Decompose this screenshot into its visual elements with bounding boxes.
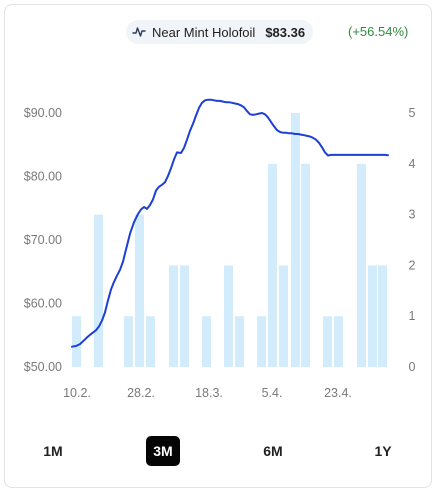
line-chart-icon: [132, 27, 146, 37]
volume-bar: [323, 316, 332, 367]
volume-bar: [180, 265, 189, 367]
x-tick-label: 28.2.: [127, 386, 155, 400]
price-chart: $50.00 $60.00 $70.00 $80.00 $90.00 0 1 2 3 4 5 10…: [24, 98, 416, 400]
volume-bar: [378, 265, 387, 367]
y-left-tick-label: $70.00: [24, 233, 62, 247]
x-tick-label: 10.2.: [63, 386, 91, 400]
y-right-tick-label: 4: [409, 157, 416, 171]
volume-bar: [169, 265, 178, 367]
current-price: $83.36: [265, 24, 306, 40]
x-tick-label: 18.3.: [195, 386, 223, 400]
x-axis: 10.2. 28.2. 18.3. 5.4. 23.4.: [63, 386, 352, 400]
volume-bar: [291, 113, 300, 367]
period-button-6m[interactable]: 6M: [254, 436, 292, 466]
volume-bar: [334, 316, 343, 367]
x-tick-label: 5.4.: [262, 386, 283, 400]
volume-bar: [357, 163, 366, 367]
variant-price-pill: Near Mint Holofoil $83.36: [126, 20, 314, 44]
period-selector: 1M 3M 6M 1Y: [0, 436, 436, 468]
y-axis-right: 0 1 2 3 4 5: [409, 106, 416, 374]
volume-bar: [72, 316, 81, 367]
variant-name: Near Mint Holofoil: [152, 24, 256, 40]
y-left-tick-label: $50.00: [24, 360, 62, 374]
period-button-3m[interactable]: 3M: [146, 436, 180, 466]
price-line: [71, 98, 389, 348]
volume-bar: [94, 214, 103, 367]
y-left-tick-label: $80.00: [24, 170, 62, 184]
volume-bar: [224, 265, 233, 367]
y-right-tick-label: 5: [409, 106, 416, 120]
x-tick-label: 23.4.: [324, 386, 352, 400]
price-change: (+56.54%): [348, 24, 409, 39]
y-right-tick-label: 0: [409, 360, 416, 374]
y-right-tick-label: 2: [409, 258, 416, 272]
y-left-tick-label: $90.00: [24, 106, 62, 120]
volume-bar: [124, 316, 133, 367]
volume-bar: [257, 316, 266, 367]
volume-bars: [72, 113, 387, 367]
y-left-tick-label: $60.00: [24, 297, 62, 311]
y-right-tick-label: 3: [409, 208, 416, 222]
y-axis-left: $50.00 $60.00 $70.00 $80.00 $90.00: [24, 106, 62, 374]
volume-bar: [268, 163, 277, 367]
volume-bar: [368, 265, 377, 367]
price-series-line: [71, 98, 389, 348]
period-button-1m[interactable]: 1M: [38, 436, 68, 466]
volume-bar: [135, 214, 144, 367]
period-button-1y[interactable]: 1Y: [368, 436, 398, 466]
volume-bar: [279, 265, 288, 367]
volume-bar: [301, 163, 310, 367]
volume-bar: [235, 316, 244, 367]
y-right-tick-label: 1: [409, 309, 416, 323]
volume-bar: [146, 316, 155, 367]
volume-bar: [202, 316, 211, 367]
